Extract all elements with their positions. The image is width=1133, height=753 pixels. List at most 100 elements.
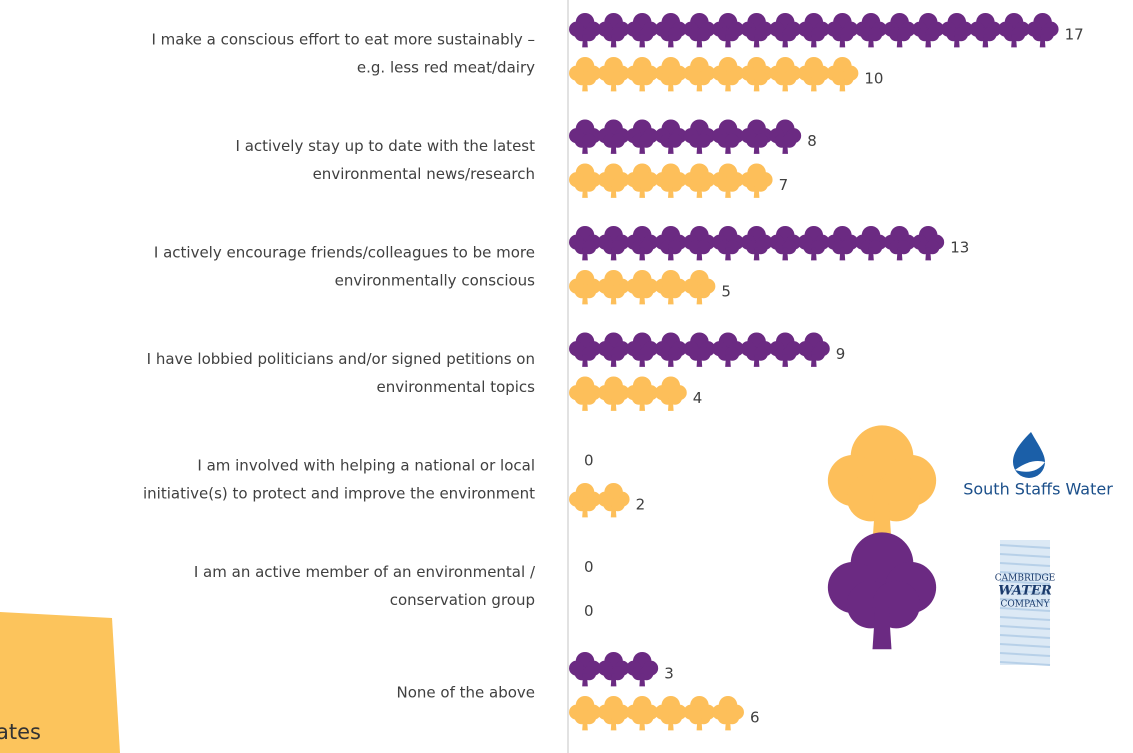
icon-row — [569, 269, 716, 305]
tree-trunk — [610, 504, 617, 518]
tree-trunk — [782, 141, 788, 154]
sticky-note — [0, 612, 120, 753]
tree-trunk — [668, 398, 674, 411]
icon-row — [569, 376, 687, 411]
tree-icon — [654, 163, 687, 198]
tree-trunk — [610, 141, 617, 154]
tree-trunk — [610, 247, 617, 261]
icon-row — [569, 225, 945, 261]
tree-trunk — [696, 34, 703, 48]
tree-trunk — [696, 141, 703, 154]
tree-trunk — [753, 34, 760, 48]
logo-stripe — [999, 598, 1051, 603]
icon-row — [569, 12, 1059, 48]
tree-icon — [626, 225, 659, 261]
category-label: I am involved with helping a national or… — [197, 457, 535, 475]
category-label: environmental topics — [377, 378, 536, 396]
logo-stripe — [999, 580, 1051, 585]
tree-icon — [569, 119, 601, 154]
tree-icon — [740, 119, 773, 154]
tree-trunk — [925, 247, 931, 261]
tree-trunk — [896, 34, 903, 48]
tree-icon — [569, 163, 601, 198]
tree-icon — [683, 163, 716, 198]
tree-icon — [683, 119, 716, 154]
tree-trunk — [639, 354, 645, 367]
tree-trunk — [782, 354, 788, 367]
tree-trunk — [868, 34, 874, 48]
tree-icon — [740, 225, 773, 261]
tree-trunk — [610, 398, 617, 411]
tree-icon — [712, 12, 744, 48]
tree-trunk — [753, 78, 760, 92]
logo-stripe — [999, 607, 1051, 612]
tree-trunk — [725, 717, 731, 731]
category-label: I am an active member of an environmenta… — [194, 563, 536, 581]
logo-stripe — [999, 643, 1051, 648]
note-text: ates — [0, 720, 41, 744]
tree-trunk — [582, 78, 588, 92]
legend-item — [827, 425, 937, 543]
tree-trunk — [582, 504, 588, 518]
tree-icon — [769, 119, 802, 154]
logo-stripe — [999, 553, 1051, 558]
tree-icon — [626, 376, 659, 411]
tree-icon — [797, 225, 830, 261]
tree-icon — [597, 269, 630, 305]
tree-trunk — [725, 34, 731, 48]
tree-icon — [740, 56, 773, 92]
icon-row — [569, 56, 859, 92]
logo-stripe — [999, 625, 1051, 630]
tree-icon — [569, 332, 601, 367]
tree-icon — [626, 12, 659, 48]
value-label: 9 — [836, 345, 846, 363]
tree-trunk — [811, 247, 817, 261]
tree-trunk — [668, 717, 674, 731]
tree-icon — [797, 332, 830, 367]
tree-trunk — [639, 141, 645, 154]
tree-trunk — [639, 291, 645, 305]
icon-row — [569, 163, 773, 198]
tree-trunk — [839, 78, 846, 92]
tree-trunk — [639, 717, 645, 731]
tree-trunk — [725, 185, 731, 198]
tree-icon — [597, 225, 630, 261]
category-label: I actively encourage friends/colleagues … — [154, 244, 535, 262]
tree-trunk — [811, 78, 817, 92]
value-label: 3 — [664, 665, 674, 683]
legend-label: WATER — [998, 584, 1052, 599]
value-label: 5 — [721, 283, 731, 301]
tree-trunk — [610, 717, 617, 731]
value-label: 2 — [636, 496, 646, 514]
tree-trunk — [782, 247, 788, 261]
tree-icon — [883, 225, 916, 261]
tree-icon — [569, 12, 601, 48]
category-label: conservation group — [390, 591, 535, 609]
tree-icon — [912, 12, 945, 48]
tree-icon — [940, 12, 973, 48]
tree-trunk — [639, 34, 645, 48]
tree-trunk — [753, 247, 760, 261]
logo-stripe — [999, 661, 1051, 666]
tree-trunk — [696, 185, 703, 198]
tree-trunk — [582, 141, 588, 154]
tree-icon — [569, 695, 601, 731]
tree-icon — [654, 119, 687, 154]
tree-icon — [740, 163, 773, 198]
tree-trunk — [610, 34, 617, 48]
tree-trunk — [839, 34, 846, 48]
tree-icon — [740, 12, 773, 48]
value-label: 7 — [779, 176, 789, 194]
logo-wave — [1015, 461, 1045, 472]
tree-trunk — [582, 291, 588, 305]
category-label: None of the above — [396, 684, 535, 702]
tree-icon — [712, 56, 744, 92]
tree-icon — [683, 332, 716, 367]
tree-icon — [827, 532, 937, 650]
tree-icon — [827, 425, 937, 543]
tree-icon — [683, 695, 716, 731]
tree-trunk — [582, 34, 588, 48]
tree-icon — [597, 482, 630, 518]
tree-icon — [569, 376, 601, 411]
tree-trunk — [610, 673, 617, 687]
